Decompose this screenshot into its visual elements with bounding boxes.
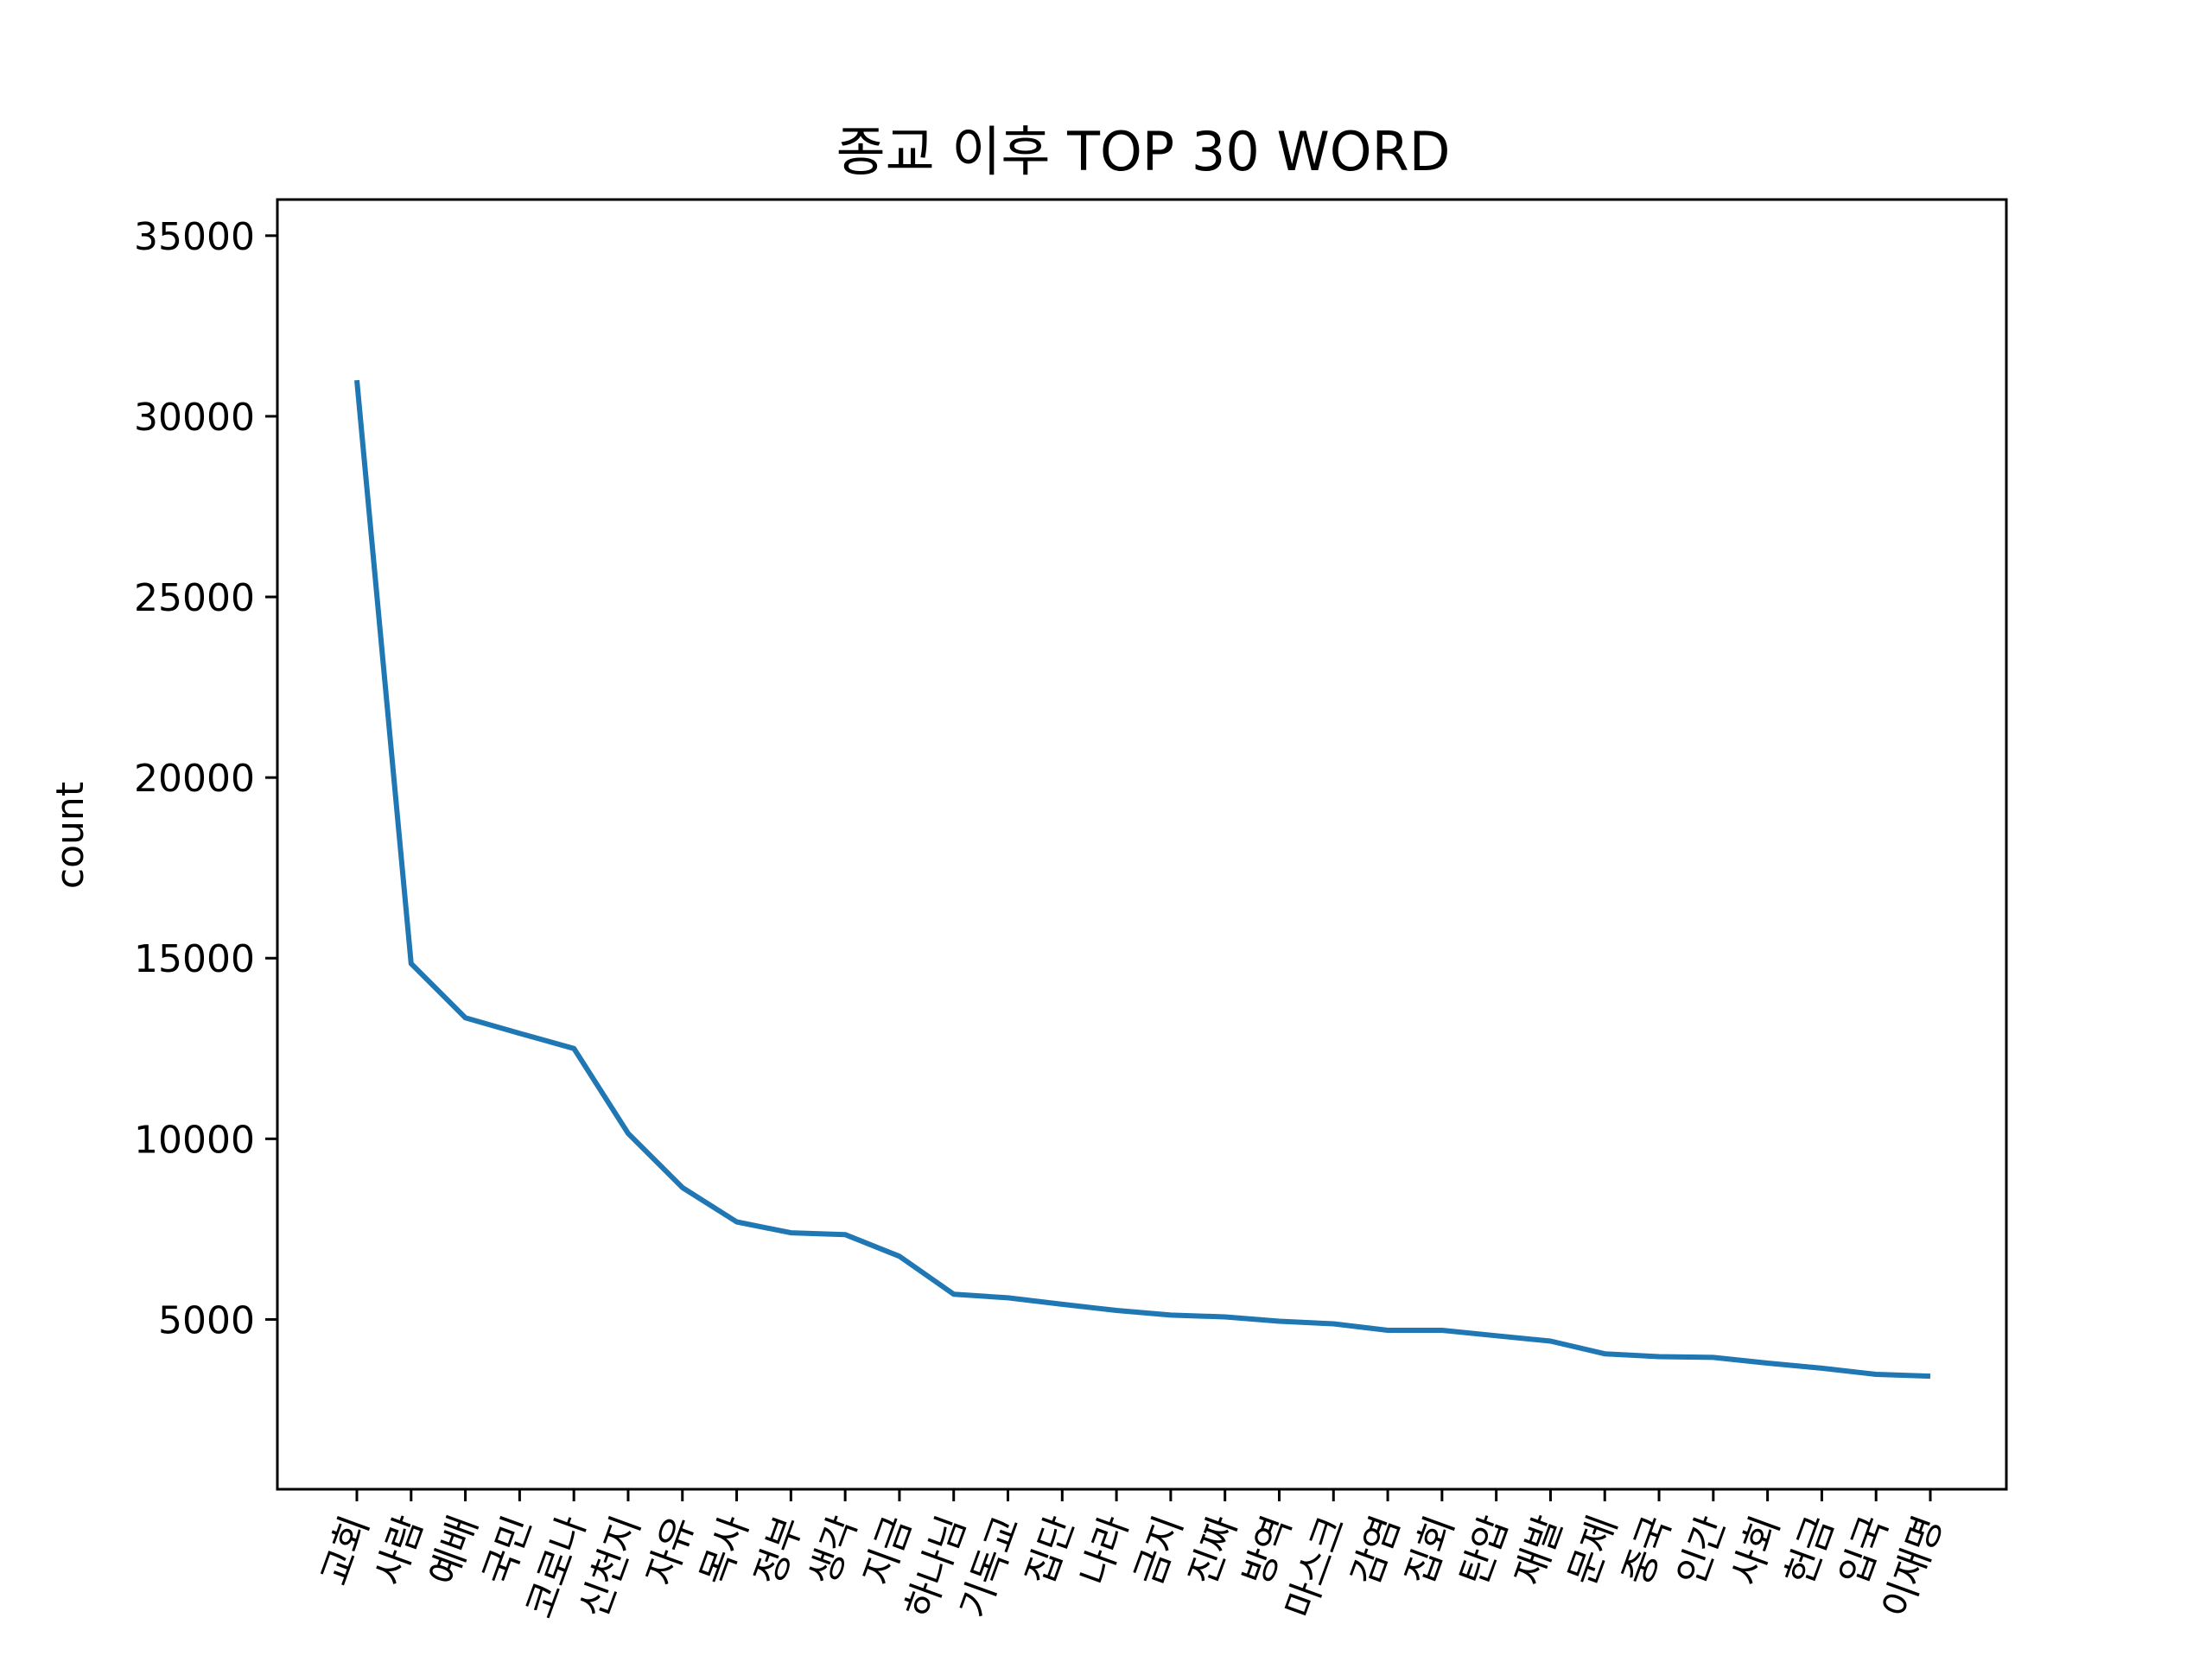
x-tick-label: 자유	[638, 1510, 703, 1591]
y-tick-label: 30000	[134, 396, 255, 440]
x-tick-label: 탄압	[1452, 1510, 1517, 1591]
x-tick-label: 금지	[1127, 1510, 1192, 1591]
x-tick-label: 중국	[1615, 1510, 1681, 1591]
x-axis-ticks: 교회사람예배국민코로나신천지자유목사정부생각지금하나님기독교집단나라금지진짜방역…	[313, 1489, 1951, 1624]
x-tick-label: 인간	[1669, 1510, 1735, 1591]
series-line	[354, 379, 1931, 1380]
y-tick-label: 5000	[158, 1298, 255, 1342]
x-tick-label: 집회	[1398, 1510, 1464, 1591]
x-tick-label: 생각	[801, 1510, 867, 1591]
x-tick-label: 사람	[367, 1510, 433, 1591]
y-tick-label: 25000	[134, 576, 255, 620]
y-axis-ticks: 5000 10000 15000 20000 25000 30000 35000	[134, 215, 277, 1342]
y-tick-label: 10000	[134, 1118, 255, 1162]
x-tick-label: 감염	[1344, 1510, 1409, 1591]
x-tick-label: 진짜	[1180, 1510, 1246, 1591]
y-tick-label: 15000	[134, 937, 255, 981]
x-tick-label: 문제	[1560, 1510, 1626, 1591]
x-tick-label: 사회	[1723, 1510, 1789, 1591]
x-tick-label: 교회	[313, 1510, 378, 1591]
x-tick-label: 재발	[1506, 1510, 1572, 1591]
x-tick-label: 목사	[692, 1510, 758, 1591]
chart-title: 종교 이후 TOP 30 WORD	[836, 120, 1451, 183]
y-tick-label: 20000	[134, 757, 255, 801]
x-tick-label: 집단	[1018, 1510, 1084, 1591]
y-axis-label: count	[48, 782, 92, 889]
y-tick-label: 35000	[134, 215, 255, 259]
x-tick-label: 헌금	[1777, 1510, 1843, 1591]
x-tick-label: 나라	[1072, 1510, 1138, 1591]
plot-frame	[276, 198, 2008, 1491]
x-tick-label: 정부	[747, 1510, 812, 1591]
x-tick-label: 예배	[421, 1510, 486, 1591]
